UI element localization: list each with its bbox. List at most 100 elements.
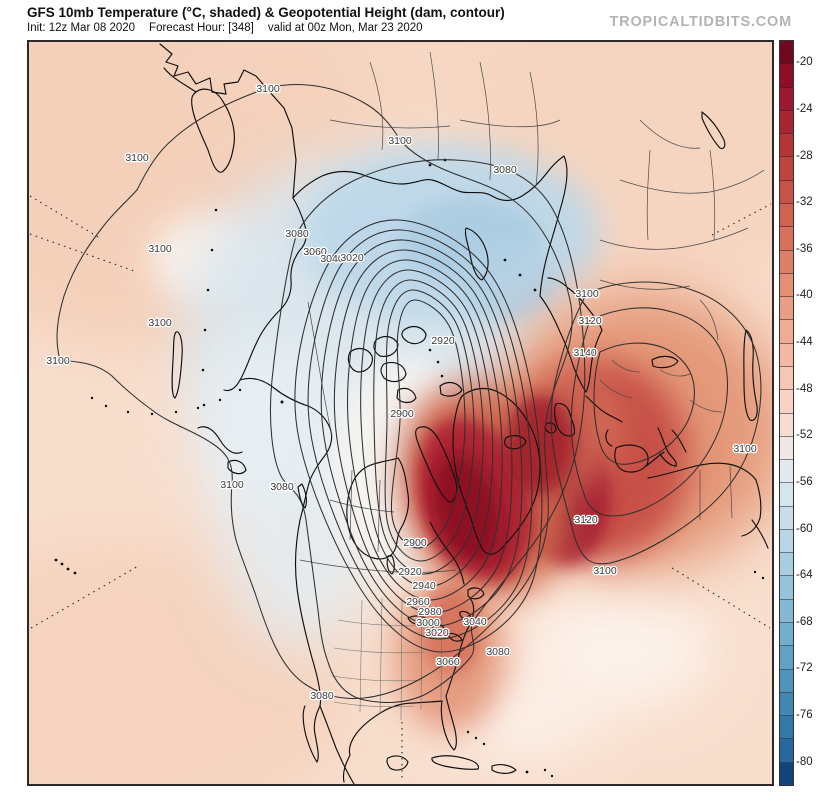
colorbar-cell (780, 739, 793, 763)
contour-3020 (320, 239, 523, 627)
colorbar-cell (780, 157, 793, 181)
colorbar-cell (780, 436, 793, 461)
contour-label-3000: 3000 (416, 617, 440, 629)
colorbar-cell (780, 460, 793, 484)
contour-label-3120: 3120 (578, 315, 602, 327)
colorbar-cell (780, 273, 793, 298)
contour-label-3080: 3080 (493, 164, 517, 176)
graticule (29, 195, 772, 780)
contour-label-3040: 3040 (463, 616, 487, 628)
contour-3100-europe (550, 281, 762, 565)
colorbar-cell (780, 203, 793, 228)
contour-label-3100: 3100 (148, 317, 172, 329)
colorbar-cell (780, 692, 793, 717)
init-time: Init: 12z Mar 08 2020 (27, 22, 136, 34)
contour-label-3140: 3140 (573, 347, 597, 359)
coast-japan (197, 426, 243, 454)
coast-north-africa (647, 462, 762, 537)
colorbar-cell (780, 506, 793, 530)
caspian-sea (743, 329, 758, 421)
colorbar-tick-labels: -20 -24 -28 -32 -36 -40 -44 -48 -52 -56 -60 -64 -68 -… (796, 40, 819, 786)
colorbar-cell (780, 762, 793, 785)
colorbar-cell (780, 297, 793, 321)
contour-label-3080: 3080 (310, 690, 334, 702)
contour-label-2920: 2920 (398, 566, 422, 578)
colorbar-cell (780, 623, 793, 647)
coast-hudson-bay (346, 457, 410, 560)
colorbar-tick-label: -64 (796, 569, 813, 582)
colorbar-cell (780, 110, 793, 135)
contour-2900 (390, 299, 466, 549)
lake-baikal (701, 111, 726, 150)
vortex-contours (294, 219, 543, 653)
colorbar-tick-label: -32 (796, 196, 813, 209)
colorbar-cell (780, 716, 793, 740)
colorbar-cell (780, 646, 793, 670)
contour-label-3100: 3100 (575, 288, 599, 300)
contour-label-3020: 3020 (425, 627, 449, 639)
colorbar-tick-label: -24 (796, 102, 813, 115)
island-dots (54, 158, 765, 778)
contour-label-3100: 3100 (388, 135, 412, 147)
coast-iceland (504, 435, 527, 450)
contour-label-3120: 3120 (574, 514, 598, 526)
colorbar-tick-label: -36 (796, 242, 813, 255)
colorbar-tick-label: -20 (796, 56, 813, 69)
coast-siberia (292, 155, 568, 297)
coast-alaska (223, 197, 307, 392)
colorbar-cell (780, 320, 793, 344)
contour-label-3100: 3100 (125, 152, 149, 164)
contour-label-3080: 3080 (486, 646, 510, 658)
colorbar-cell (780, 250, 793, 274)
contour-label-2960: 2960 (406, 596, 430, 608)
contour-label-3080: 3080 (285, 228, 309, 240)
contour-label-2900: 2900 (390, 408, 414, 420)
contour-label-2920: 2920 (431, 335, 455, 347)
state-borders (331, 597, 443, 721)
colorbar-cell (780, 599, 793, 624)
coast-sakhalin (171, 331, 183, 399)
valid-time: valid at 00z Mon, Mar 23 2020 (267, 22, 423, 34)
contour-2980 (347, 259, 503, 601)
novaya-zemlya (464, 227, 489, 281)
colorbar-cell (780, 529, 793, 554)
colorbar-cell (780, 343, 793, 367)
colorbar-tick-label: -52 (796, 429, 813, 442)
contour-3080-outer (269, 159, 586, 703)
colorbar-tick-label: -80 (796, 755, 813, 768)
colorbar-cell (780, 576, 793, 600)
contour-3040 (307, 229, 533, 640)
page-title: GFS 10mb Temperature (°C, shaded) & Geop… (27, 5, 505, 20)
contour-3060 (294, 219, 543, 653)
colorbar-cell (780, 553, 793, 577)
arctic-archipelago (347, 325, 463, 404)
contour-label-3100: 3100 (46, 355, 70, 367)
colorbar-tick-label: -72 (796, 662, 813, 675)
colorbar-cell (780, 413, 793, 437)
contour-label-3040: 3040 (320, 253, 344, 265)
colorbar-cell (780, 483, 793, 507)
great-lakes (407, 615, 463, 642)
contour-label-3060: 3060 (303, 246, 327, 258)
coast-east-na (342, 597, 475, 783)
map-panel: 3100 3100 3100 3100 3100 3100 3100 3100 3100 3100… (27, 40, 774, 786)
coast-baja (302, 705, 321, 763)
colorbar-cell (780, 366, 793, 391)
colorbar-cell (780, 87, 793, 111)
colorbar-cell (780, 227, 793, 251)
coast-hispaniola (491, 764, 517, 774)
contour-label-3080: 3080 (270, 481, 294, 493)
contour-2940 (373, 279, 484, 575)
temperature-colorbar (779, 40, 794, 786)
coast-baffin (415, 426, 458, 503)
colorbar-tick-label: -40 (796, 289, 813, 302)
coast-scandinavia (539, 277, 603, 393)
coast-greenland (452, 387, 541, 555)
black-sea (651, 355, 679, 369)
init-valid-line: Init: 12z Mar 08 2020 Forecast Hour: [348… (27, 22, 437, 34)
colorbar-tick-label: -68 (796, 615, 813, 628)
colorbar-tick-label: -48 (796, 382, 813, 395)
coast-chukotka (159, 43, 297, 199)
contour-label-2940: 2940 (412, 580, 436, 592)
contour-label-2900: 2900 (403, 537, 427, 549)
